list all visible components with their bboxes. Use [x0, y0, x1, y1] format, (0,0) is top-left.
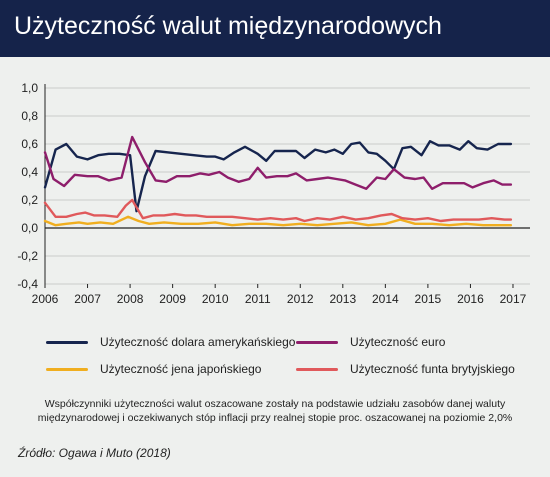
legend-label-gbp: Użyteczność funta brytyjskiego	[350, 362, 515, 376]
legend-label-usd: Użyteczność dolara amerykańskiego	[100, 335, 296, 349]
y-tick-label: 0,8	[21, 109, 38, 123]
legend-item-eur: Użyteczność euro	[296, 333, 445, 351]
x-tick-label: 2010	[202, 292, 229, 306]
x-tick-label: 2015	[415, 292, 442, 306]
series-line-jpy	[43, 215, 513, 227]
x-tick-label: 2013	[329, 292, 356, 306]
x-tick-label: 2009	[159, 292, 186, 306]
y-tick-label: -0,2	[17, 249, 38, 263]
legend-label-jpy: Użyteczność jena japońskiego	[100, 362, 262, 376]
x-tick-label: 2012	[287, 292, 314, 306]
series-lines	[43, 135, 513, 227]
legend-swatch-jpy	[46, 367, 88, 371]
series-line-gbp	[43, 198, 513, 223]
legend-swatch-gbp	[296, 367, 338, 371]
methodology-note: Współczynniki użyteczności walut oszacow…	[37, 398, 513, 424]
x-tick-label: 2014	[372, 292, 399, 306]
x-tick-label: 2011	[245, 292, 271, 306]
series-line-eur	[43, 135, 513, 190]
title-bar: Użyteczność walut międzynarodowych	[0, 0, 550, 57]
x-tick-label: 2006	[32, 292, 59, 306]
grid-lines	[45, 87, 530, 285]
legend-swatch-eur	[296, 340, 338, 344]
x-tick-label: 2008	[117, 292, 144, 306]
y-tick-label: 0,0	[21, 221, 38, 235]
y-tick-label: -0,4	[17, 277, 38, 291]
legend-label-eur: Użyteczność euro	[350, 335, 446, 349]
legend-swatch-usd	[46, 340, 88, 344]
source-note: Źródło: Ogawa i Muto (2018)	[18, 446, 171, 460]
y-tick-label: 1,0	[21, 81, 38, 95]
chart-title: Użyteczność walut międzynarodowych	[14, 12, 442, 40]
x-tick-label: 2016	[457, 292, 484, 306]
y-tick-label: 0,2	[21, 193, 38, 207]
legend-item-gbp: Użyteczność funta brytyjskiego	[296, 360, 515, 378]
x-tick-label: 2007	[74, 292, 101, 306]
legend-item-jpy: Użyteczność jena japońskiego	[46, 360, 261, 378]
y-tick-label: 0,4	[21, 165, 38, 179]
y-tick-label: 0,6	[21, 137, 38, 151]
line-chart: -0,4 -0,2 0,0 0,2 0,4 0,6 0,8 1,0 2006 2007 2008 20…	[17, 81, 530, 306]
axes: -0,4 -0,2 0,0 0,2 0,4 0,6 0,8 1,0 2006 2007 2008 20…	[17, 81, 526, 306]
x-tick-label: 2017	[500, 292, 527, 306]
legend-item-usd: Użyteczność dolara amerykańskiego	[46, 333, 295, 351]
